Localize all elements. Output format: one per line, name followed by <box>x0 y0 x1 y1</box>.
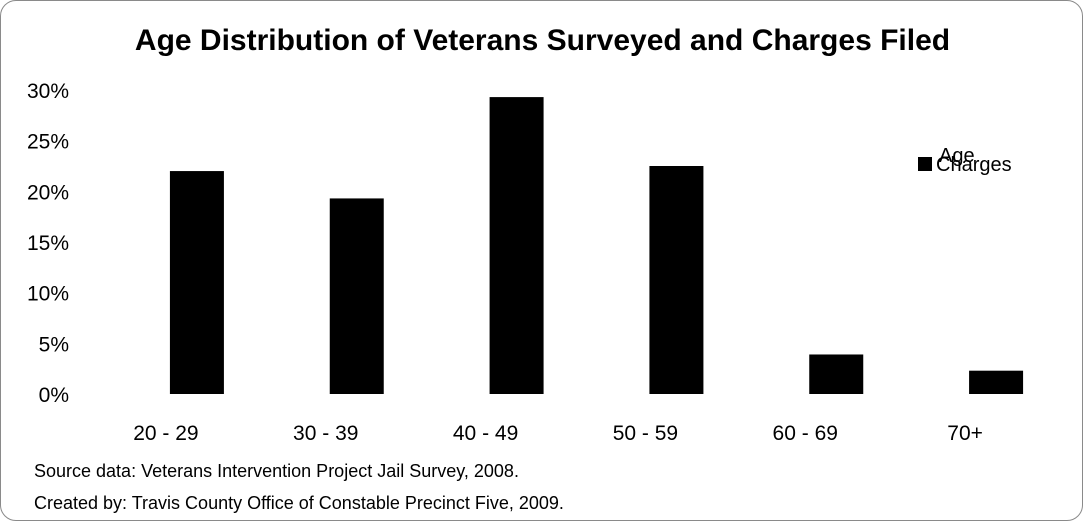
bars <box>169 97 1024 395</box>
legend-item-age: Age <box>939 145 975 167</box>
y-tick-label: 5% <box>39 333 69 356</box>
y-axis: 0% 5% 10% 15% 20% 25% 30% <box>27 80 69 407</box>
bar-charges-5 <box>809 354 864 394</box>
legend-item-charges: Charges <box>936 154 1012 176</box>
y-tick-label: 30% <box>27 80 69 103</box>
x-tick-label: 40 - 49 <box>453 422 518 445</box>
legend-swatch-charges <box>918 157 932 171</box>
x-tick-label: 70+ <box>947 422 983 445</box>
x-tick-label: 50 - 59 <box>613 422 678 445</box>
chart-title: Age Distribution of Veterans Surveyed an… <box>134 24 951 57</box>
y-tick-label: 15% <box>27 232 69 255</box>
bar-charges-2 <box>329 198 384 394</box>
y-tick-label: 10% <box>27 283 69 306</box>
x-tick-label: 30 - 39 <box>293 422 358 445</box>
bar-charges-6 <box>969 370 1024 394</box>
source-note: Source data: Veterans Intervention Proje… <box>34 461 519 481</box>
x-tick-label: 60 - 69 <box>773 422 838 445</box>
x-axis: 20 - 29 30 - 39 40 - 49 50 - 59 60 - 69 70+ <box>133 422 983 445</box>
bar-charges-4 <box>649 166 704 394</box>
y-tick-label: 25% <box>27 131 69 154</box>
bar-charges-1 <box>169 171 224 394</box>
y-tick-label: 0% <box>39 384 69 407</box>
x-tick-label: 20 - 29 <box>133 422 198 445</box>
bar-charges-3 <box>489 97 544 395</box>
y-tick-label: 20% <box>27 181 69 204</box>
credit-note: Created by: Travis County Office of Cons… <box>34 493 564 513</box>
